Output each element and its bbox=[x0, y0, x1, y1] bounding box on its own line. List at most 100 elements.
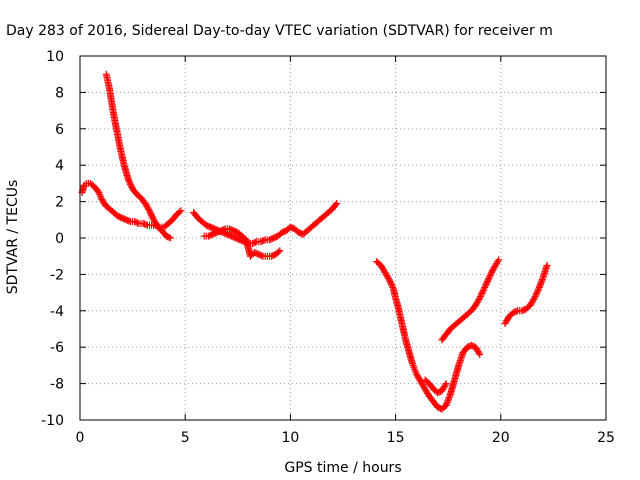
data-point bbox=[125, 217, 133, 225]
data-point bbox=[485, 274, 493, 282]
data-point bbox=[260, 236, 268, 244]
y-tick-label: -2 bbox=[50, 267, 64, 283]
data-point bbox=[220, 226, 228, 234]
x-tick-label: 0 bbox=[76, 430, 85, 446]
plot-frame bbox=[79, 55, 607, 421]
data-point bbox=[333, 199, 341, 207]
data-point bbox=[149, 214, 157, 222]
data-point bbox=[476, 293, 484, 301]
series-4 bbox=[200, 225, 284, 260]
y-axis-label: SDTVAR / TECUs bbox=[5, 180, 21, 295]
data-point bbox=[537, 279, 545, 287]
data-point bbox=[124, 176, 132, 184]
x-tick-label: 20 bbox=[492, 430, 510, 446]
data-point bbox=[145, 207, 153, 215]
data-point bbox=[486, 273, 494, 281]
data-point bbox=[445, 395, 453, 403]
chart-title: Day 283 of 2016, Sidereal Day-to-day VTE… bbox=[6, 23, 553, 39]
data-point bbox=[126, 180, 134, 188]
data-point bbox=[543, 261, 551, 269]
data-point bbox=[535, 285, 543, 293]
data-point bbox=[477, 291, 485, 299]
y-tick-label: -4 bbox=[50, 304, 64, 320]
data-point bbox=[486, 271, 494, 279]
data-point bbox=[442, 380, 450, 388]
x-tick-label: 15 bbox=[387, 430, 405, 446]
data-point bbox=[476, 294, 484, 302]
data-point bbox=[166, 234, 174, 242]
y-tick-label: 0 bbox=[55, 231, 64, 247]
data-point bbox=[177, 207, 185, 215]
data-point bbox=[484, 276, 492, 284]
data-point bbox=[387, 279, 395, 287]
series-5 bbox=[373, 258, 484, 413]
data-point bbox=[148, 213, 156, 221]
data-point bbox=[274, 248, 282, 256]
data-point bbox=[145, 205, 153, 213]
y-tick-label: -8 bbox=[50, 377, 64, 393]
x-tick-labels: 0 5 10 15 20 25 bbox=[76, 430, 615, 446]
data-point bbox=[483, 277, 491, 285]
data-point bbox=[488, 268, 496, 276]
data-point bbox=[442, 401, 450, 409]
data-point bbox=[386, 277, 394, 285]
data-point bbox=[538, 276, 546, 284]
data-point bbox=[482, 280, 490, 288]
data-point bbox=[495, 256, 503, 264]
data-point bbox=[146, 208, 154, 216]
data-point bbox=[126, 179, 134, 187]
data-point bbox=[443, 398, 451, 406]
x-tick-label: 25 bbox=[597, 430, 615, 446]
data-point bbox=[332, 201, 340, 209]
y-tick-labels: -10 -8 -6 -4 -2 0 2 4 6 8 10 bbox=[41, 49, 64, 429]
data-points bbox=[78, 70, 551, 413]
data-point bbox=[531, 293, 539, 301]
data-point bbox=[538, 277, 546, 285]
data-point bbox=[142, 221, 150, 229]
data-point bbox=[388, 282, 396, 290]
data-point bbox=[483, 279, 491, 287]
series-2 bbox=[102, 70, 174, 242]
data-point bbox=[446, 392, 454, 400]
data-point bbox=[475, 296, 483, 304]
series-3 bbox=[190, 199, 341, 247]
data-point bbox=[479, 288, 487, 296]
data-point bbox=[134, 219, 142, 227]
data-point bbox=[475, 349, 483, 357]
data-point bbox=[536, 280, 544, 288]
y-tick-label: 8 bbox=[55, 85, 64, 101]
data-point bbox=[532, 291, 540, 299]
data-point bbox=[478, 290, 486, 298]
data-point bbox=[445, 394, 453, 402]
data-point bbox=[127, 182, 135, 190]
data-point bbox=[535, 283, 543, 291]
y-tick-label: 4 bbox=[55, 158, 64, 174]
data-point bbox=[258, 252, 266, 260]
data-point bbox=[384, 274, 392, 282]
data-point bbox=[387, 280, 395, 288]
data-point bbox=[479, 286, 487, 294]
data-point bbox=[481, 283, 489, 291]
series-6 bbox=[421, 376, 450, 397]
data-point bbox=[276, 247, 284, 255]
y-tick-label: -6 bbox=[50, 340, 64, 356]
y-tick-label: 6 bbox=[55, 122, 64, 138]
grid-lines bbox=[80, 56, 606, 420]
data-point bbox=[444, 397, 452, 405]
data-point bbox=[251, 238, 259, 246]
data-point bbox=[481, 282, 489, 290]
data-point bbox=[536, 282, 544, 290]
data-point bbox=[534, 286, 542, 294]
data-point bbox=[389, 283, 397, 291]
y-tick-label: 10 bbox=[46, 49, 64, 65]
data-point bbox=[480, 285, 488, 293]
data-point bbox=[487, 270, 495, 278]
y-tick-label: 2 bbox=[55, 195, 64, 211]
data-point bbox=[148, 211, 156, 219]
y-tick-label: -10 bbox=[41, 413, 64, 429]
x-tick-label: 5 bbox=[181, 430, 190, 446]
data-point bbox=[533, 288, 541, 296]
x-axis-label: GPS time / hours bbox=[284, 460, 401, 476]
data-point bbox=[385, 276, 393, 284]
